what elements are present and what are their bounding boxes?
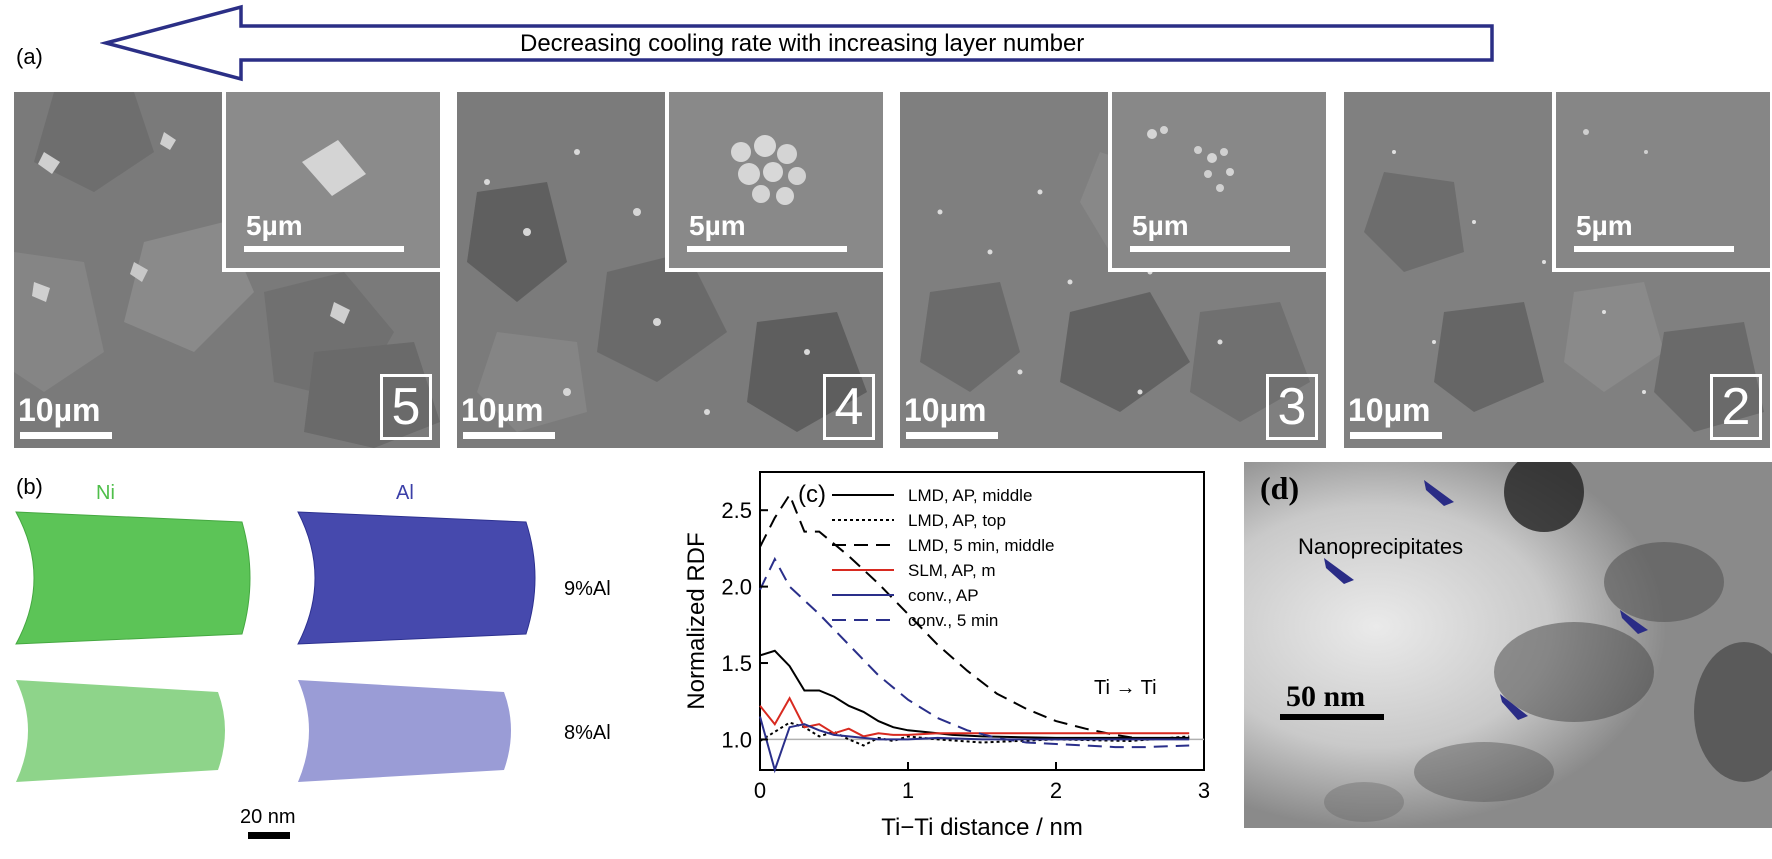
legend-label-4: SLM, AP, m bbox=[908, 561, 996, 580]
inset-scale-label: 5µm bbox=[689, 210, 746, 241]
sem-inset-5: 5µm bbox=[222, 92, 440, 272]
main-scale-bar bbox=[463, 432, 555, 439]
series-line-1 bbox=[759, 649, 1190, 739]
al-title: Al bbox=[396, 482, 414, 504]
apt-al-9al bbox=[297, 511, 536, 645]
panel-b-scale-label: 20 nm bbox=[240, 806, 296, 828]
row1-label: 9%Al bbox=[564, 578, 611, 600]
apt-al-8al bbox=[298, 680, 511, 782]
layer-number-badge: 5 bbox=[380, 374, 432, 440]
inset-texture bbox=[1556, 92, 1770, 268]
apt-ni-8al bbox=[16, 680, 225, 782]
series-line-6 bbox=[759, 556, 1190, 749]
legend-label-6: conv., 5 min bbox=[908, 611, 998, 630]
layer-number-badge: 3 bbox=[1266, 374, 1318, 440]
series-line-5 bbox=[759, 716, 1190, 774]
y-tick-label: 2.5 bbox=[721, 498, 752, 523]
apt-ni-9al bbox=[15, 511, 251, 645]
panel-b-label: (b) bbox=[16, 474, 43, 499]
plot-frame bbox=[759, 471, 1205, 771]
inset-scale-label: 5µm bbox=[246, 210, 303, 241]
main-scale-bar bbox=[20, 432, 112, 439]
panel-d-scale-bar bbox=[1280, 714, 1384, 720]
arrow-caption: Decreasing cooling rate with increasing … bbox=[520, 30, 1085, 57]
ni-title: Ni bbox=[96, 482, 115, 504]
legend-label-1: LMD, AP, middle bbox=[908, 486, 1032, 505]
layer-number-badge: 4 bbox=[823, 374, 875, 440]
layer-number-badge: 2 bbox=[1710, 374, 1762, 440]
main-scale-label: 10µm bbox=[1348, 392, 1431, 428]
inset-scale-bar bbox=[244, 246, 404, 252]
inset-texture bbox=[226, 92, 440, 268]
row2-label: 8%Al bbox=[564, 722, 611, 744]
ti-ti-annotation: Ti → Ti bbox=[1094, 677, 1157, 699]
series-line-4 bbox=[759, 696, 1190, 738]
panel-c-label: (c) bbox=[798, 481, 826, 508]
inset-texture bbox=[1112, 92, 1326, 268]
panel-b-scale-bar bbox=[248, 832, 290, 839]
tem-image: (d) Nanoprecipitates 50 nm bbox=[1244, 462, 1772, 828]
legend-label-2: LMD, AP, top bbox=[908, 511, 1006, 530]
x-tick-label: 1 bbox=[902, 778, 914, 803]
sem-tile-3: 5µm 10µm 3 bbox=[900, 92, 1326, 448]
panel-d-label: (d) bbox=[1260, 470, 1300, 506]
main-scale-label: 10µm bbox=[18, 392, 101, 428]
x-tick-label: 2 bbox=[1050, 778, 1062, 803]
inset-scale-bar bbox=[687, 246, 847, 252]
main-scale-label: 10µm bbox=[904, 392, 987, 428]
nanoprecipitates-annotation: Nanoprecipitates bbox=[1298, 534, 1464, 559]
panel-a-label: (a) bbox=[16, 44, 43, 69]
y-tick-label: 1.0 bbox=[721, 727, 752, 752]
sem-inset-3: 5µm bbox=[1108, 92, 1326, 272]
legend-label-5: conv., AP bbox=[908, 586, 979, 605]
inset-scale-label: 5µm bbox=[1132, 210, 1189, 241]
sem-inset-2: 5µm bbox=[1552, 92, 1770, 272]
x-tick-label: 0 bbox=[754, 778, 766, 803]
x-axis-label: Ti−Ti distance / nm bbox=[881, 814, 1083, 841]
inset-texture bbox=[669, 92, 883, 268]
x-tick-label: 3 bbox=[1198, 778, 1210, 803]
sem-tile-5: 5µm 10µm 5 bbox=[14, 92, 440, 448]
main-scale-bar bbox=[906, 432, 998, 439]
sem-tile-4: 5µm 10µm 4 bbox=[457, 92, 883, 448]
panel-d-scale-label: 50 nm bbox=[1286, 680, 1366, 713]
legend-label-3: LMD, 5 min, middle bbox=[908, 536, 1054, 555]
y-axis-label: Normalized RDF bbox=[683, 532, 710, 709]
inset-scale-label: 5µm bbox=[1576, 210, 1633, 241]
y-tick-label: 2.0 bbox=[721, 575, 752, 600]
cooling-rate-arrow bbox=[100, 4, 1494, 82]
sem-inset-4: 5µm bbox=[665, 92, 883, 272]
inset-scale-bar bbox=[1130, 246, 1290, 252]
sem-tile-2: 5µm 10µm 2 bbox=[1344, 92, 1770, 448]
rdf-chart: 0 1 2 3 1.0 1.5 2.0 2.5 LMD, AP, middle LMD, AP,… bbox=[683, 471, 1210, 841]
inset-scale-bar bbox=[1574, 246, 1734, 252]
main-scale-bar bbox=[1350, 432, 1442, 439]
main-scale-label: 10µm bbox=[461, 392, 544, 428]
tem-texture bbox=[1244, 462, 1772, 828]
y-tick-label: 1.5 bbox=[721, 651, 752, 676]
